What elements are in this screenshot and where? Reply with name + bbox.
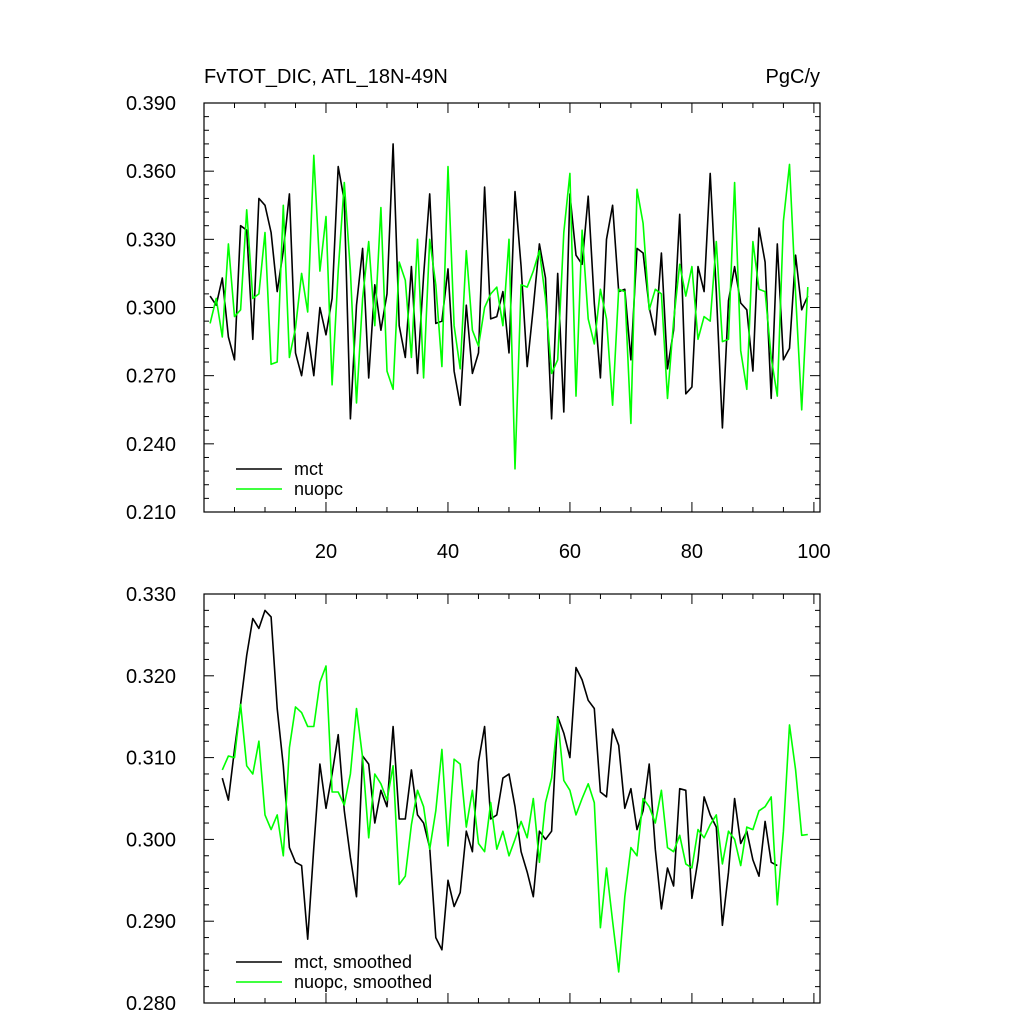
y-tick-label: 0.330 <box>126 584 176 606</box>
plot-frame <box>203 593 821 1004</box>
series-line-mct <box>209 143 809 429</box>
y-tick-label: 0.240 <box>126 434 176 456</box>
tick-marks <box>204 102 820 513</box>
tick-marks <box>204 593 820 1004</box>
legend-label-mct: mct <box>294 459 323 479</box>
panel-bottom: 0.280 0.290 0.300 0.310 0.320 0.330 mct, smoo… <box>126 584 821 1015</box>
legend-label-nuopc: nuopc <box>294 479 343 499</box>
x-tick-label: 40 <box>437 541 459 563</box>
plot-frame <box>203 102 821 513</box>
y-tick-label: 0.360 <box>126 161 176 183</box>
chart-units: PgC/y <box>766 66 820 88</box>
legend: mct, smoothed nuopc, smoothed <box>236 952 432 992</box>
chart-title: FvTOT_DIC, ATL_18N-49N <box>204 66 448 88</box>
y-tick-label: 0.290 <box>126 911 176 933</box>
y-tick-label: 0.300 <box>126 829 176 851</box>
x-tick-label: 100 <box>797 541 830 563</box>
x-tick-label: 20 <box>315 541 337 563</box>
x-tick-labels: 20 40 60 80 100 <box>315 541 831 563</box>
series-line-nuopc <box>209 154 809 470</box>
series-lines <box>221 609 808 973</box>
y-tick-label: 0.280 <box>126 993 176 1015</box>
y-tick-label: 0.310 <box>126 748 176 770</box>
y-tick-label: 0.390 <box>126 93 176 115</box>
series-lines <box>209 143 809 470</box>
x-tick-label: 60 <box>559 541 581 563</box>
panel-top: FvTOT_DIC, ATL_18N-49N PgC/y 20 40 60 80 100… <box>126 66 831 563</box>
y-tick-label: 0.300 <box>126 298 176 320</box>
series-line-mct-smoothed <box>221 609 778 951</box>
legend-label-nuopc-smoothed: nuopc, smoothed <box>294 972 432 992</box>
y-tick-label: 0.210 <box>126 502 176 524</box>
y-tick-label: 0.320 <box>126 666 176 688</box>
y-tick-labels: 0.280 0.290 0.300 0.310 0.320 0.330 <box>126 584 176 1015</box>
series-line-nuopc-smoothed <box>221 665 808 973</box>
y-tick-label: 0.330 <box>126 229 176 251</box>
legend: mct nuopc <box>236 459 343 499</box>
y-tick-label: 0.270 <box>126 366 176 388</box>
y-tick-labels: 0.210 0.240 0.270 0.300 0.330 0.360 0.390 <box>126 93 176 524</box>
legend-label-mct-smoothed: mct, smoothed <box>294 952 412 972</box>
x-tick-label: 80 <box>681 541 703 563</box>
